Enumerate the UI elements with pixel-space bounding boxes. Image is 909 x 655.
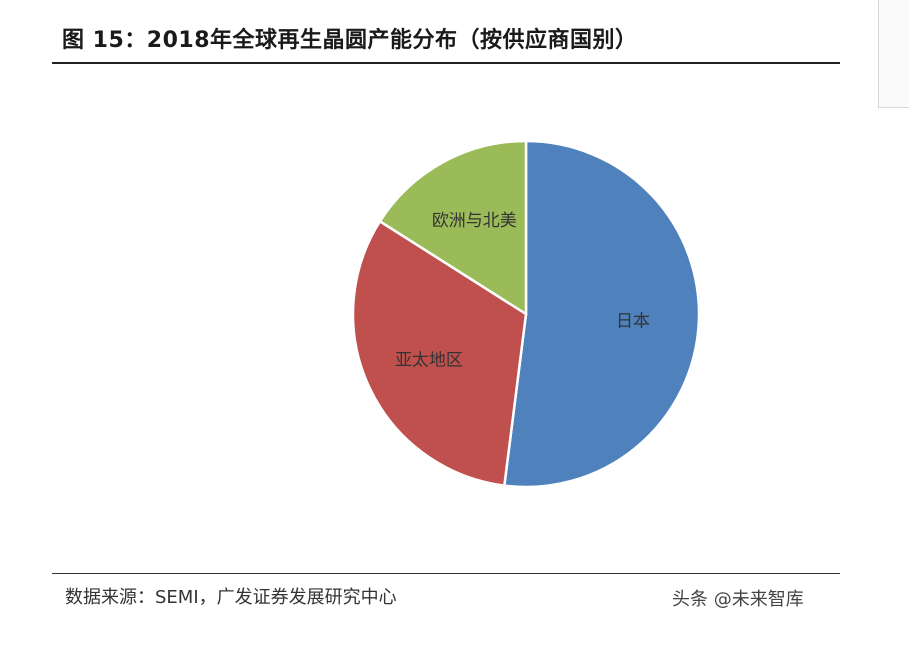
side-panel-edge — [878, 0, 909, 108]
watermark: 头条 @未来智库 — [672, 589, 804, 610]
slice-europe-north-america — [378, 139, 528, 317]
page-title: 图 15：2018年全球再生晶圆产能分布（按供应商国别） — [62, 28, 638, 53]
footer-divider — [52, 573, 840, 574]
label-japan: 日本 — [616, 312, 650, 332]
title-divider — [52, 62, 840, 64]
label-asia-pacific: 亚太地区 — [395, 351, 463, 371]
data-source: 数据来源：SEMI，广发证券发展研究中心 — [65, 587, 397, 608]
slice-japan — [502, 139, 701, 489]
label-europe-north-america: 欧洲与北美 — [432, 211, 517, 231]
